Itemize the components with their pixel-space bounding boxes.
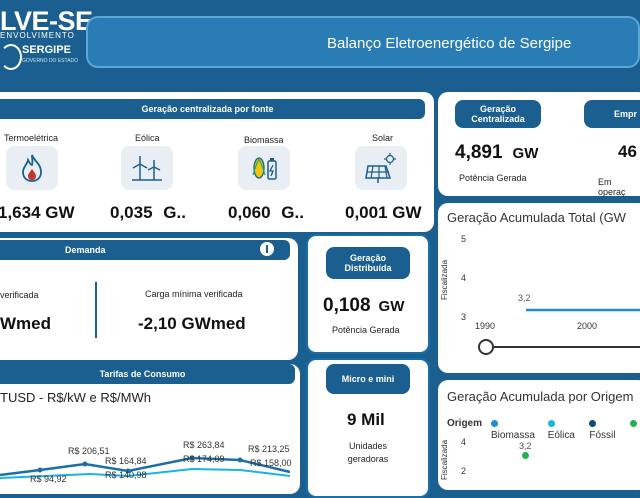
data-point: [522, 452, 529, 459]
centralizada-heading: Geração centralizada por fonte: [0, 99, 425, 119]
tarifas-panel: [0, 364, 300, 494]
tarifas-chart-title: TUSD - R$/kW e R$/MWh: [0, 390, 151, 405]
empr-value: 46: [618, 142, 637, 161]
wind-turbine-icon: [121, 146, 173, 190]
brand-name: SERGIPE: [22, 44, 71, 56]
micro-sub: Unidades geradoras: [347, 441, 389, 464]
demanda-left-label: verificada: [0, 290, 39, 300]
flame-icon: [6, 146, 58, 190]
range-slider-handle[interactable]: [478, 339, 494, 355]
divider: [95, 282, 97, 338]
demanda-right-label: Carga mínima verificada: [145, 289, 243, 299]
sergipe-logo-icon: [0, 44, 22, 70]
legend-item[interactable]: Biomassa: [491, 419, 540, 441]
legend-title: Origem: [447, 418, 483, 429]
demanda-right-value: -2,10 GWmed: [138, 314, 246, 333]
ytick: 5: [461, 234, 467, 244]
source-label-eolica: Eólica: [135, 133, 160, 143]
empr-sub: Em operaç: [598, 177, 626, 197]
distribuida-value: 0,108 GW: [323, 295, 405, 316]
demanda-left-value: Wmed: [0, 314, 51, 333]
tarifa-label: R$ 213,25: [248, 444, 290, 454]
logo-subtitle: ENVOLVIMENTO: [0, 31, 75, 40]
legend-item[interactable]: Eólica: [547, 419, 582, 441]
legend-item[interactable]: [630, 419, 640, 441]
tarifa-label: R$ 174,09: [183, 454, 225, 464]
ytick: 3: [461, 312, 467, 322]
gen-central-sub: Potência Gerada: [459, 173, 527, 183]
distribuida-sub: Potência Gerada: [332, 325, 400, 335]
point-label: 3,2: [519, 441, 532, 451]
xtick: 1990: [475, 321, 496, 331]
acum-total-title: Geração Acumulada Total (GW: [447, 210, 626, 225]
tarifa-label: R$ 94,92: [30, 474, 67, 484]
biomass-icon: [238, 146, 290, 190]
acum-origem-title: Geração Acumulada por Origem: [447, 389, 634, 404]
xtick: 2000: [577, 321, 598, 331]
tarifa-label: R$ 206,51: [68, 446, 110, 456]
info-icon[interactable]: [260, 242, 274, 256]
micro-heading: Micro e mini: [326, 364, 410, 394]
tarifa-label: R$ 263,84: [183, 440, 225, 450]
gen-central-heading: Geração Centralizada: [455, 100, 541, 128]
demanda-heading: Demanda: [0, 240, 290, 260]
title-bar: [86, 16, 640, 68]
source-value-solar: 0,001 GW: [345, 203, 422, 222]
acum-total-ylabel: Fiscalizada: [440, 259, 449, 300]
source-label-termo: Termoelétrica: [4, 133, 59, 143]
acum-origem-ylabel: Fiscalizada: [440, 439, 449, 480]
range-slider-track[interactable]: [486, 346, 640, 348]
acum-total-panel: [438, 203, 640, 373]
gen-central-value: 4,891 GW: [455, 142, 539, 163]
source-value-termo: 1,634 GW: [0, 203, 75, 222]
tarifa-label: R$ 140,98: [105, 470, 147, 480]
legend: Biomassa Eólica Fóssil: [491, 419, 640, 441]
point-label: 3,2: [518, 293, 531, 303]
empr-heading: Empr: [584, 100, 640, 128]
tarifa-label: R$ 164,84: [105, 456, 147, 466]
tarifas-heading: Tarifas de Consumo: [0, 364, 295, 384]
page-title: Balanço Eletroenergético de Sergipe: [327, 35, 572, 52]
source-value-eolica: 0,035 G..: [110, 203, 186, 222]
acum-origem-panel: [438, 380, 640, 490]
source-value-biomassa: 0,060 G..: [228, 203, 304, 222]
solar-panel-icon: [355, 146, 407, 190]
ytick: 2: [461, 466, 467, 476]
source-label-solar: Solar: [372, 133, 394, 143]
logo-text: LVE-SE: [0, 6, 93, 36]
acum-total-line: [526, 308, 640, 312]
tarifa-label: R$ 158,00: [250, 458, 292, 468]
tarifas-chart: [0, 455, 291, 479]
distribuida-heading: Geração Distribuída: [326, 247, 410, 279]
legend-item[interactable]: Fóssil: [589, 419, 622, 441]
ytick: 4: [461, 437, 467, 447]
ytick: 4: [461, 273, 467, 283]
micro-value: 9 Mil: [347, 410, 385, 429]
brand-small: GOVERNO DO ESTADO: [22, 58, 79, 64]
source-label-biomassa: Biomassa: [244, 135, 284, 145]
